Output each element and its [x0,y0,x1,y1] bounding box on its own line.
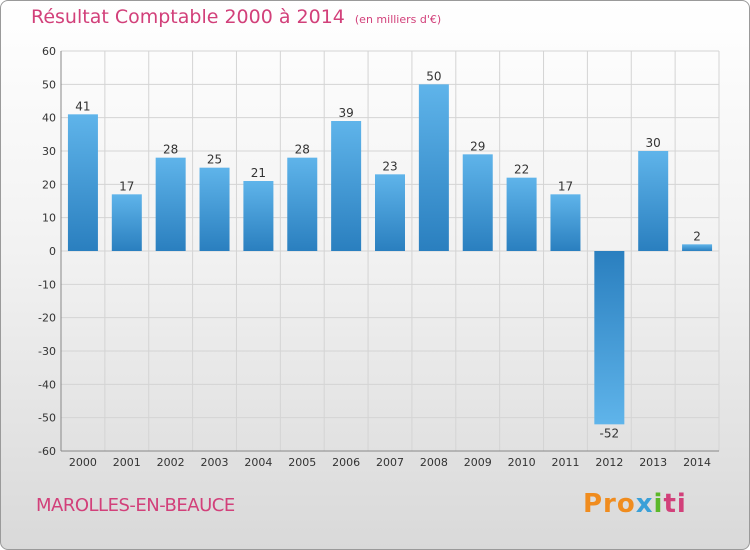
bar-2001 [111,194,142,251]
bar-2004 [243,181,274,251]
x-tick-label-2010: 2010 [508,456,536,469]
bar-2008 [418,84,449,251]
value-label-2001: 17 [119,179,134,193]
bar-2009 [462,154,493,251]
bar-2013 [638,151,669,251]
bar-2011 [550,194,581,251]
y-tick-label: -30 [38,345,56,358]
chart-title: Résultat Comptable 2000 à 2014 (en millie… [31,6,441,28]
title-text: Résultat Comptable 2000 à 2014 [31,6,345,28]
value-label-2011: 17 [558,179,573,193]
x-tick-label-2004: 2004 [244,456,272,469]
value-label-2002: 28 [163,143,178,157]
y-tick-label: -10 [38,278,56,291]
x-tick-label-2006: 2006 [332,456,360,469]
y-tick-label: 0 [49,245,56,258]
value-label-2010: 22 [514,163,529,177]
value-label-2000: 41 [75,99,90,113]
x-tick-label-2007: 2007 [376,456,404,469]
bar-2010 [506,177,537,251]
value-label-2007: 23 [382,159,397,173]
place-name: MAROLLES-EN-BEAUCE [36,495,235,516]
bar-2014 [682,244,713,251]
y-tick-label: 20 [42,178,56,191]
logo-part: i [653,489,664,519]
value-label-2013: 30 [646,136,661,150]
x-tick-label-2013: 2013 [639,456,667,469]
value-label-2006: 39 [338,106,353,120]
x-tick-label-2014: 2014 [683,456,711,469]
y-tick-label: 10 [42,212,56,225]
bar-2012 [594,251,625,425]
bar-2003 [199,167,230,251]
bar-2007 [375,174,405,251]
bar-2006 [331,121,362,251]
y-tick-label: 60 [42,45,56,58]
x-tick-label-2000: 2000 [69,456,97,469]
x-tick-label-2012: 2012 [595,456,623,469]
y-tick-label: -40 [38,378,56,391]
x-tick-label-2009: 2009 [464,456,492,469]
bar-2000 [67,114,98,251]
logo-part: Pro [583,489,636,519]
unit-label: (en milliers d'€) [354,13,442,26]
y-tick-label: -60 [38,445,56,458]
value-label-2005: 28 [295,143,310,157]
y-tick-label: 50 [42,78,56,91]
bar-2005 [287,157,318,251]
x-tick-label-2003: 2003 [201,456,229,469]
y-tick-label: 30 [42,145,56,158]
bars [67,84,713,425]
logo-part: x [635,489,654,519]
x-tick-label-2011: 2011 [551,456,579,469]
x-tick-label-2001: 2001 [113,456,141,469]
value-label-2004: 21 [251,166,266,180]
x-tick-label-2008: 2008 [420,456,448,469]
value-label-2012: -52 [600,426,620,440]
y-tick-label: 40 [42,112,56,125]
value-label-2014: 2 [693,229,701,243]
x-tick-label-2002: 2002 [157,456,185,469]
value-label-2008: 50 [426,69,441,83]
value-labels: 41 17 28 25 21 28 39 23 50 29 22 17 -52 30 2 [75,69,701,440]
y-tick-label: -20 [38,312,56,325]
value-label-2009: 29 [470,139,485,153]
y-tick-label: -50 [38,412,56,425]
logo-part: ti [663,489,687,519]
bar-2002 [155,157,186,251]
proxiti-logo: Proxiti [583,489,687,519]
x-tick-label-2005: 2005 [288,456,316,469]
value-label-2003: 25 [207,153,222,167]
